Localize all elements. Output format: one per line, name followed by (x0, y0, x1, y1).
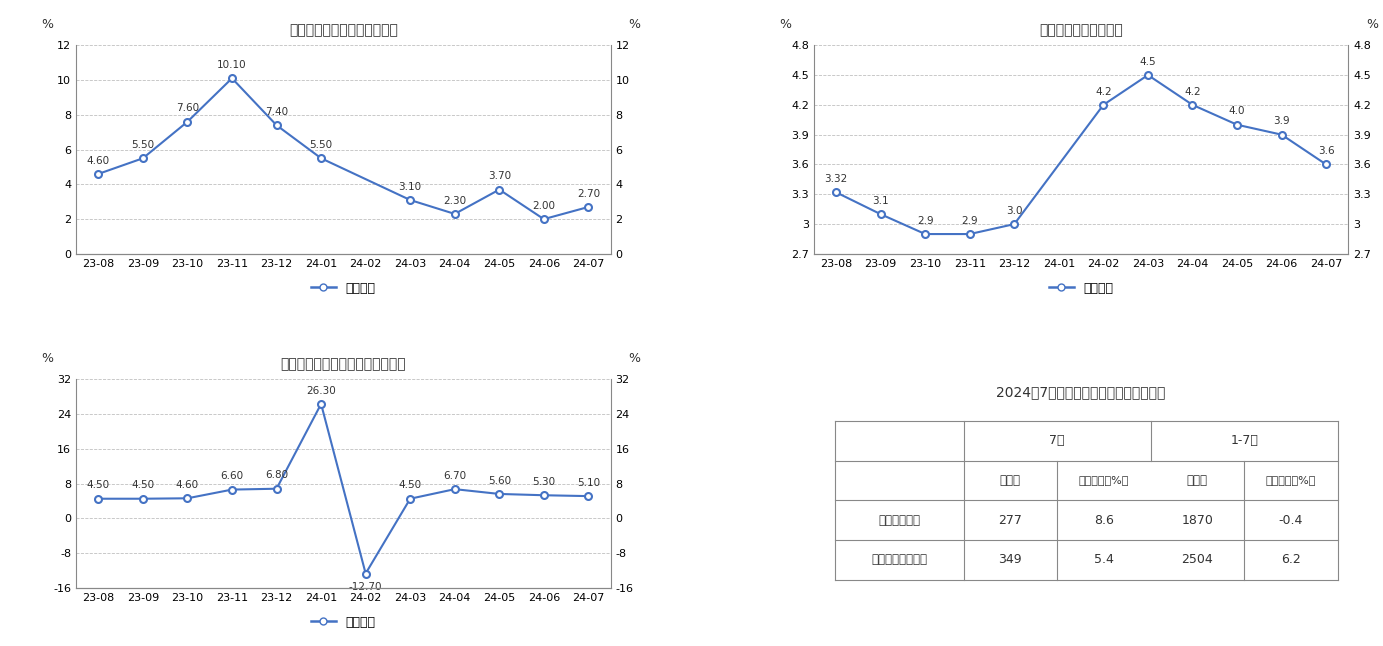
Title: 规模以上工业增加值同比增长速度: 规模以上工业增加值同比增长速度 (281, 357, 407, 371)
Text: %: % (628, 17, 640, 30)
Text: %: % (41, 17, 54, 30)
Text: 5.60: 5.60 (488, 475, 510, 486)
Text: %: % (779, 17, 791, 30)
Text: 4.2: 4.2 (1095, 87, 1112, 96)
Text: 3.1: 3.1 (873, 196, 889, 206)
Text: 5.50: 5.50 (131, 140, 155, 150)
Text: 烧碱折百（万吨）: 烧碱折百（万吨） (871, 553, 928, 566)
Text: %: % (628, 351, 640, 364)
Text: 2.00: 2.00 (532, 201, 556, 211)
Text: 同比增长（%）: 同比增长（%） (1265, 475, 1317, 485)
Text: -0.4: -0.4 (1279, 514, 1303, 526)
Text: 3.32: 3.32 (824, 174, 848, 184)
Text: 6.70: 6.70 (443, 471, 466, 481)
Text: 同比增长（%）: 同比增长（%） (1079, 475, 1129, 485)
Text: %: % (41, 351, 54, 364)
Text: 1870: 1870 (1181, 514, 1213, 526)
Text: 3.70: 3.70 (488, 171, 510, 182)
Text: 5.50: 5.50 (310, 140, 333, 150)
Text: 5.4: 5.4 (1094, 553, 1113, 566)
Legend: 当月同比: 当月同比 (306, 610, 380, 634)
Text: 4.5: 4.5 (1140, 57, 1156, 67)
Text: 2024年7月份规模以上工业生产主要数据: 2024年7月份规模以上工业生产主要数据 (996, 386, 1166, 399)
Text: 3.0: 3.0 (1005, 206, 1022, 216)
Text: 乙烯（万吨）: 乙烯（万吨） (878, 514, 920, 526)
Text: 6.80: 6.80 (266, 470, 288, 481)
Text: -12.70: -12.70 (349, 582, 382, 592)
Title: 固定资产投资同比增速: 固定资产投资同比增速 (1039, 23, 1123, 37)
Text: 6.60: 6.60 (220, 472, 243, 481)
Title: 社会消费品零售总额同比增速: 社会消费品零售总额同比增速 (289, 23, 398, 37)
Text: 绝对量: 绝对量 (1187, 474, 1207, 487)
Text: 8.6: 8.6 (1094, 514, 1113, 526)
Text: 2.9: 2.9 (961, 216, 978, 225)
Text: 2.70: 2.70 (577, 189, 600, 198)
Text: 277: 277 (999, 514, 1022, 526)
Text: 2.9: 2.9 (917, 216, 934, 225)
Text: 7月: 7月 (1050, 434, 1065, 447)
Text: 1-7月: 1-7月 (1231, 434, 1259, 447)
Text: 26.30: 26.30 (306, 386, 336, 395)
Text: 3.6: 3.6 (1318, 146, 1335, 156)
Text: 2504: 2504 (1181, 553, 1213, 566)
Text: 4.50: 4.50 (87, 481, 109, 490)
Text: 4.60: 4.60 (176, 480, 199, 490)
Text: 4.60: 4.60 (87, 156, 109, 165)
Text: 6.2: 6.2 (1281, 553, 1301, 566)
Text: %: % (1366, 17, 1377, 30)
Text: 10.10: 10.10 (217, 60, 246, 70)
Text: 4.2: 4.2 (1184, 87, 1200, 96)
Text: 4.50: 4.50 (398, 481, 422, 490)
Text: 绝对量: 绝对量 (1000, 474, 1021, 487)
Legend: 当月同比: 当月同比 (306, 277, 380, 300)
Text: 3.9: 3.9 (1274, 116, 1290, 127)
Text: 4.0: 4.0 (1229, 107, 1245, 116)
Text: 5.10: 5.10 (577, 478, 600, 488)
Text: 7.40: 7.40 (266, 107, 288, 117)
Text: 349: 349 (999, 553, 1022, 566)
Text: 4.50: 4.50 (131, 481, 155, 490)
Text: 3.10: 3.10 (398, 182, 422, 192)
Legend: 累计同比: 累计同比 (1044, 277, 1119, 300)
Text: 5.30: 5.30 (532, 477, 556, 487)
Text: 7.60: 7.60 (176, 103, 199, 114)
Text: 2.30: 2.30 (443, 196, 466, 205)
